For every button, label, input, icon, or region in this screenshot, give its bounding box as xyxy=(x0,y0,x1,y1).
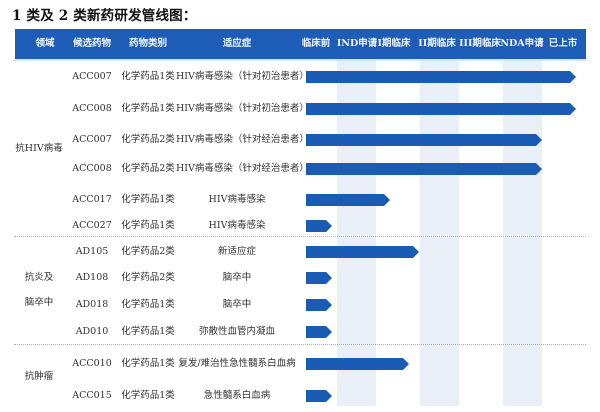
drug-name: ACC015 xyxy=(72,390,112,401)
drug-name: ACC008 xyxy=(72,163,112,174)
header-ind: IND申请 xyxy=(336,38,378,49)
drug-name: ACC017 xyxy=(72,194,112,205)
group-label-inflammation-line2: 脑卒中 xyxy=(24,297,54,308)
table-row: ACC008 化学药品2类 HIV病毒感染（针对经治患者） xyxy=(0,160,600,178)
drug-category: 化学药品1类 xyxy=(121,326,175,337)
indication: HIV病毒感染（针对经治患者） xyxy=(176,163,309,174)
drug-category: 化学药品2类 xyxy=(121,272,175,283)
drug-name: ACC010 xyxy=(72,358,112,369)
table-row: ACC015 化学药品1类 急性髓系白血病 xyxy=(0,387,600,405)
drug-name: AD108 xyxy=(75,272,109,283)
table-row: AD105 化学药品2类 新适应症 xyxy=(0,243,600,261)
indication: HIV病毒感染（针对初治患者） xyxy=(176,103,309,114)
drug-name: AD010 xyxy=(75,326,109,337)
drug-category: 化学药品1类 xyxy=(121,103,175,114)
table-row: ACC007 化学药品2类 HIV病毒感染（针对经治患者） xyxy=(0,131,600,149)
table-row: AD018 化学药品1类 脑卒中 xyxy=(0,296,600,314)
progress-arrow-bar xyxy=(306,71,576,83)
group-separator xyxy=(14,236,586,237)
progress-arrow-bar xyxy=(306,358,409,370)
table-header: 领域 候选药物 药物类别 适应症 临床前 IND申请 I期临床 II期临床 II… xyxy=(15,29,586,59)
header-marketed: 已上市 xyxy=(548,38,578,49)
indication: HIV病毒感染 xyxy=(208,220,266,231)
header-phase1: I期临床 xyxy=(377,38,411,49)
progress-arrow-bar xyxy=(306,103,576,115)
indication: HIV病毒感染 xyxy=(208,194,266,205)
drug-name: ACC027 xyxy=(72,220,112,231)
table-row: ACC010 化学药品1类 复发/难治性急性髓系白血病 xyxy=(0,355,600,373)
progress-arrow-bar xyxy=(306,272,332,284)
header-phase2: II期临床 xyxy=(418,38,456,49)
progress-arrow-bar xyxy=(306,220,332,232)
table-row: ACC007 化学药品1类 HIV病毒感染（针对初治患者） xyxy=(0,68,600,86)
indication: 弥散性血管内凝血 xyxy=(198,326,275,337)
shade-column-nda xyxy=(503,61,542,406)
header-preclinical: 临床前 xyxy=(301,38,331,49)
shade-column-ind xyxy=(337,61,376,406)
progress-arrow-bar xyxy=(306,299,332,311)
drug-name: AD105 xyxy=(75,246,109,257)
drug-category: 化学药品1类 xyxy=(121,299,175,310)
drug-category: 化学药品1类 xyxy=(121,220,175,231)
indication: 脑卒中 xyxy=(222,272,252,283)
indication: 急性髓系白血病 xyxy=(203,390,271,401)
drug-name: ACC007 xyxy=(72,134,112,145)
indication: 复发/难治性急性髓系白血病 xyxy=(178,358,296,369)
header-category: 药物类别 xyxy=(128,38,168,49)
drug-category: 化学药品2类 xyxy=(121,134,175,145)
group-separator xyxy=(14,344,586,345)
group-label-oncology: 抗肿瘤 xyxy=(24,371,54,382)
header-indication: 适应症 xyxy=(222,38,252,49)
drug-category: 化学药品2类 xyxy=(121,246,175,257)
table-row: AD108 化学药品2类 脑卒中 xyxy=(0,269,600,287)
group-label-hiv: 抗HIV病毒 xyxy=(15,143,63,154)
header-phase3: III期临床 xyxy=(459,38,501,49)
drug-category: 化学药品1类 xyxy=(121,194,175,205)
drug-name: ACC007 xyxy=(72,71,112,82)
indication: HIV病毒感染（针对经治患者） xyxy=(176,134,309,145)
drug-name: AD018 xyxy=(75,299,109,310)
drug-name: ACC008 xyxy=(72,103,112,114)
table-row: ACC008 化学药品1类 HIV病毒感染（针对初治患者） xyxy=(0,100,600,118)
drug-category: 化学药品1类 xyxy=(121,358,175,369)
header-nda: NDA申请 xyxy=(500,38,544,49)
progress-arrow-bar xyxy=(306,246,419,258)
indication: HIV病毒感染（针对初治患者） xyxy=(176,71,309,82)
shade-column-phase2 xyxy=(420,61,459,406)
page-title: 1 类及 2 类新药研发管线图： xyxy=(12,8,197,24)
progress-arrow-bar xyxy=(306,326,332,338)
progress-arrow-bar xyxy=(306,194,390,206)
table-row: AD010 化学药品1类 弥散性血管内凝血 xyxy=(0,323,600,341)
drug-category: 化学药品1类 xyxy=(121,390,175,401)
drug-category: 化学药品2类 xyxy=(121,163,175,174)
progress-arrow-bar xyxy=(306,390,332,402)
drug-category: 化学药品1类 xyxy=(121,71,175,82)
indication: 脑卒中 xyxy=(222,299,252,310)
header-domain: 领域 xyxy=(35,38,55,49)
table-row: ACC027 化学药品1类 HIV病毒感染 xyxy=(0,217,600,235)
header-candidate: 候选药物 xyxy=(72,38,112,49)
header-underline xyxy=(14,59,586,61)
progress-arrow-bar xyxy=(306,134,542,146)
progress-arrow-bar xyxy=(306,163,542,175)
table-row: ACC017 化学药品1类 HIV病毒感染 xyxy=(0,191,600,209)
group-label-inflammation-line1: 抗炎及 xyxy=(24,272,54,283)
indication: 新适应症 xyxy=(217,246,256,257)
